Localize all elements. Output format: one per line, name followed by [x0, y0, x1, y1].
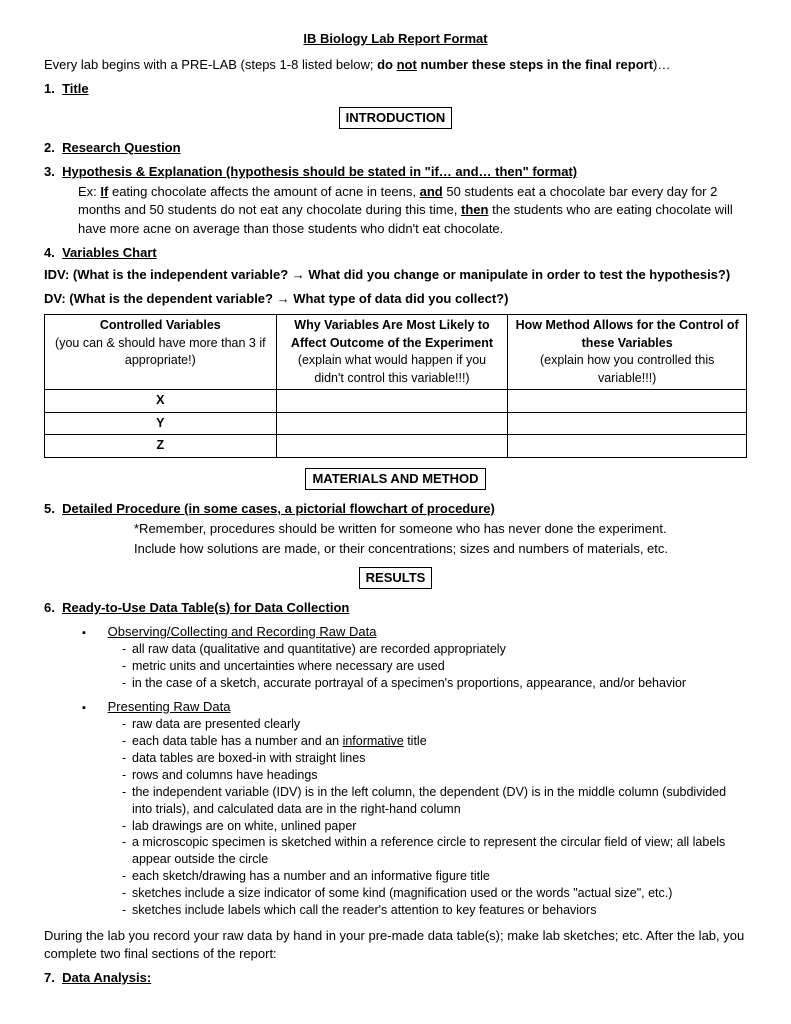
table-row: X — [45, 390, 747, 413]
list-item-2: 2. Research Question — [44, 139, 747, 157]
procedure-note-1: *Remember, procedures should be written … — [134, 520, 747, 538]
intro-bold: do not number these steps in the final r… — [377, 57, 653, 72]
dash-item: lab drawings are on white, unlined paper — [132, 818, 747, 835]
document-title: IB Biology Lab Report Format — [44, 30, 747, 48]
dash-item: raw data are presented clearly — [132, 716, 747, 733]
variables-table: Controlled Variables (you can & should h… — [44, 314, 747, 458]
dash-item: in the case of a sketch, accurate portra… — [132, 675, 747, 692]
dash-item: the independent variable (IDV) is in the… — [132, 784, 747, 818]
table-row: Z — [45, 435, 747, 458]
dash-item: metric units and uncertainties where nec… — [132, 658, 747, 675]
dash-item: data tables are boxed-in with straight l… — [132, 750, 747, 767]
dash-item: sketches include labels which call the r… — [132, 902, 747, 919]
table-header-1: Controlled Variables (you can & should h… — [45, 315, 277, 390]
sub-item-observing: Observing/Collecting and Recording Raw D… — [104, 623, 747, 692]
section-results: RESULTS — [44, 567, 747, 589]
dash-item: each sketch/drawing has a number and an … — [132, 868, 747, 885]
materials-box: MATERIALS AND METHOD — [305, 468, 485, 490]
table-header-2: Why Variables Are Most Likely to Affect … — [276, 315, 508, 390]
dash-item: a microscopic specimen is sketched withi… — [132, 834, 747, 868]
during-lab-paragraph: During the lab you record your raw data … — [44, 927, 747, 963]
intro-tail: )… — [653, 57, 670, 72]
list-item-6: 6. Ready-to-Use Data Table(s) for Data C… — [44, 599, 747, 617]
table-header-row: Controlled Variables (you can & should h… — [45, 315, 747, 390]
dv-text: DV: (What is the dependent variable? → W… — [44, 290, 747, 308]
procedure-note-2: Include how solutions are made, or their… — [134, 540, 747, 558]
table-header-3: How Method Allows for the Control of the… — [508, 315, 747, 390]
results-box: RESULTS — [359, 567, 433, 589]
introduction-box: INTRODUCTION — [339, 107, 453, 129]
section-introduction: INTRODUCTION — [44, 107, 747, 129]
list-item-5: 5. Detailed Procedure (in some cases, a … — [44, 500, 747, 518]
dash-item: sketches include a size indicator of som… — [132, 885, 747, 902]
dash-item: each data table has a number and an info… — [132, 733, 747, 750]
list-item-1: 1. Title — [44, 80, 747, 98]
dash-list-1: all raw data (qualitative and quantitati… — [104, 641, 747, 692]
intro-text-pre: Every lab begins with a PRE-LAB (steps 1… — [44, 57, 377, 72]
dash-item: all raw data (qualitative and quantitati… — [132, 641, 747, 658]
dash-item: rows and columns have headings — [132, 767, 747, 784]
hypothesis-example: Ex: If eating chocolate affects the amou… — [78, 183, 747, 238]
list-item-7: 7. Data Analysis: — [44, 969, 747, 987]
section-materials: MATERIALS AND METHOD — [44, 468, 747, 490]
dash-list-2: raw data are presented clearly each data… — [104, 716, 747, 919]
sub-list: Observing/Collecting and Recording Raw D… — [44, 623, 747, 919]
idv-text: IDV: (What is the independent variable? … — [44, 266, 747, 284]
table-row: Y — [45, 412, 747, 435]
intro-paragraph: Every lab begins with a PRE-LAB (steps 1… — [44, 56, 747, 74]
list-item-3: 3. Hypothesis & Explanation (hypothesis … — [44, 163, 747, 181]
list-item-4: 4. Variables Chart — [44, 244, 747, 262]
sub-item-presenting: Presenting Raw Data raw data are present… — [104, 698, 747, 919]
document-page: IB Biology Lab Report Format Every lab b… — [0, 0, 791, 1024]
